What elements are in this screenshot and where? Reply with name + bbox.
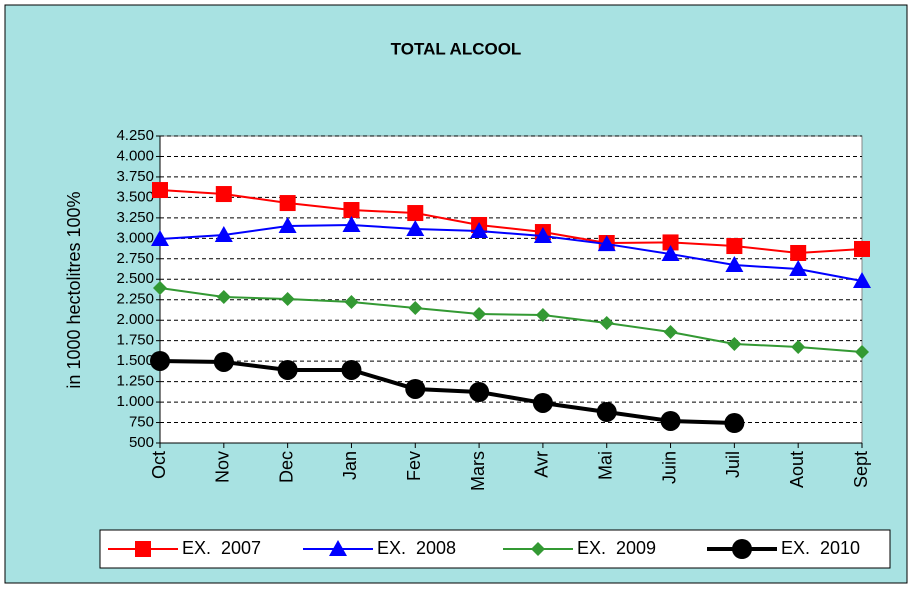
y-tick-label: 3.250 [116, 209, 154, 226]
y-axis-label: in 1000 hectolitres 100% [64, 191, 84, 388]
y-tick-label: 4.250 [116, 127, 154, 144]
legend-marker [732, 539, 752, 559]
data-point [278, 217, 297, 234]
data-point [344, 295, 359, 310]
data-point [663, 324, 678, 339]
y-tick-label: 4.000 [116, 147, 154, 164]
data-point [151, 229, 169, 246]
data-point [153, 281, 167, 296]
data-point [662, 234, 679, 251]
legend-marker [135, 541, 151, 557]
x-tick-label: Mars [468, 451, 488, 491]
series-line [159, 223, 863, 282]
data-point [597, 235, 616, 252]
data-point [213, 351, 234, 372]
data-point [407, 205, 424, 222]
plot-area [159, 135, 863, 444]
chart-title: TOTAL ALCOOL [391, 39, 522, 58]
y-tick-label: 2.500 [116, 270, 154, 287]
data-point [408, 301, 423, 316]
data-point [789, 260, 808, 277]
y-tick-label: 1.750 [116, 332, 154, 349]
data-point [661, 245, 680, 262]
data-point [342, 215, 361, 232]
y-tick-label: 2.250 [116, 291, 154, 308]
x-tick-label: Fev [404, 451, 424, 481]
y-tick-label: 1.500 [116, 352, 154, 369]
data-point [533, 227, 552, 244]
y-tick-label: 500 [129, 434, 154, 451]
y-tick-label: 3.500 [116, 188, 154, 205]
data-point [280, 291, 295, 306]
data-point [790, 244, 807, 261]
data-point [727, 337, 742, 352]
legend-label: EX. 2008 [377, 538, 456, 558]
data-point [470, 221, 489, 238]
y-tick-label: 3.000 [116, 229, 154, 246]
y-tick-label: 1.000 [116, 393, 154, 410]
legend-label: EX. 2007 [182, 538, 261, 558]
series-line [159, 287, 863, 353]
x-tick-label: Dec [276, 451, 296, 483]
data-point [596, 401, 617, 422]
data-point [214, 225, 233, 242]
data-point [724, 413, 745, 434]
data-point [279, 195, 296, 212]
data-point [216, 290, 231, 305]
data-point [343, 202, 360, 219]
data-point [472, 306, 487, 321]
x-tick-label: Juin [659, 451, 679, 484]
y-tick-label: 3.750 [116, 168, 154, 185]
data-point [215, 186, 232, 203]
x-tick-label: Aout [787, 451, 807, 488]
series-line [159, 189, 863, 254]
x-tick-label: Avr [532, 451, 552, 478]
x-tick-label: Sept [851, 451, 871, 488]
y-tick-label: 2.000 [116, 311, 154, 328]
data-point [599, 315, 614, 330]
data-point [150, 350, 170, 371]
series-line [159, 358, 735, 426]
x-tick-label: Oct [149, 451, 169, 479]
data-point [405, 378, 426, 399]
x-tick-label: Jan [340, 451, 360, 480]
data-point [406, 220, 425, 237]
legend-label: EX. 2010 [781, 538, 860, 558]
x-tick-label: Nov [213, 451, 233, 483]
data-point [725, 256, 744, 273]
data-point [152, 182, 168, 199]
legend-label: EX. 2009 [577, 538, 656, 558]
y-tick-label: 750 [129, 414, 154, 431]
data-point [854, 240, 870, 257]
y-tick-label: 2.750 [116, 250, 154, 267]
data-point [532, 392, 553, 413]
data-point [855, 344, 869, 359]
legend-marker [329, 540, 347, 556]
legend-marker [531, 542, 545, 556]
data-point [535, 308, 550, 323]
data-point [341, 359, 362, 380]
x-tick-label: Juil [723, 451, 743, 478]
data-point [277, 359, 298, 380]
data-point [791, 339, 806, 354]
data-point [469, 381, 490, 402]
data-point [660, 410, 681, 431]
data-point [726, 238, 743, 255]
y-tick-label: 1.250 [116, 373, 154, 390]
data-point [853, 271, 871, 288]
x-tick-label: Mai [595, 451, 615, 480]
